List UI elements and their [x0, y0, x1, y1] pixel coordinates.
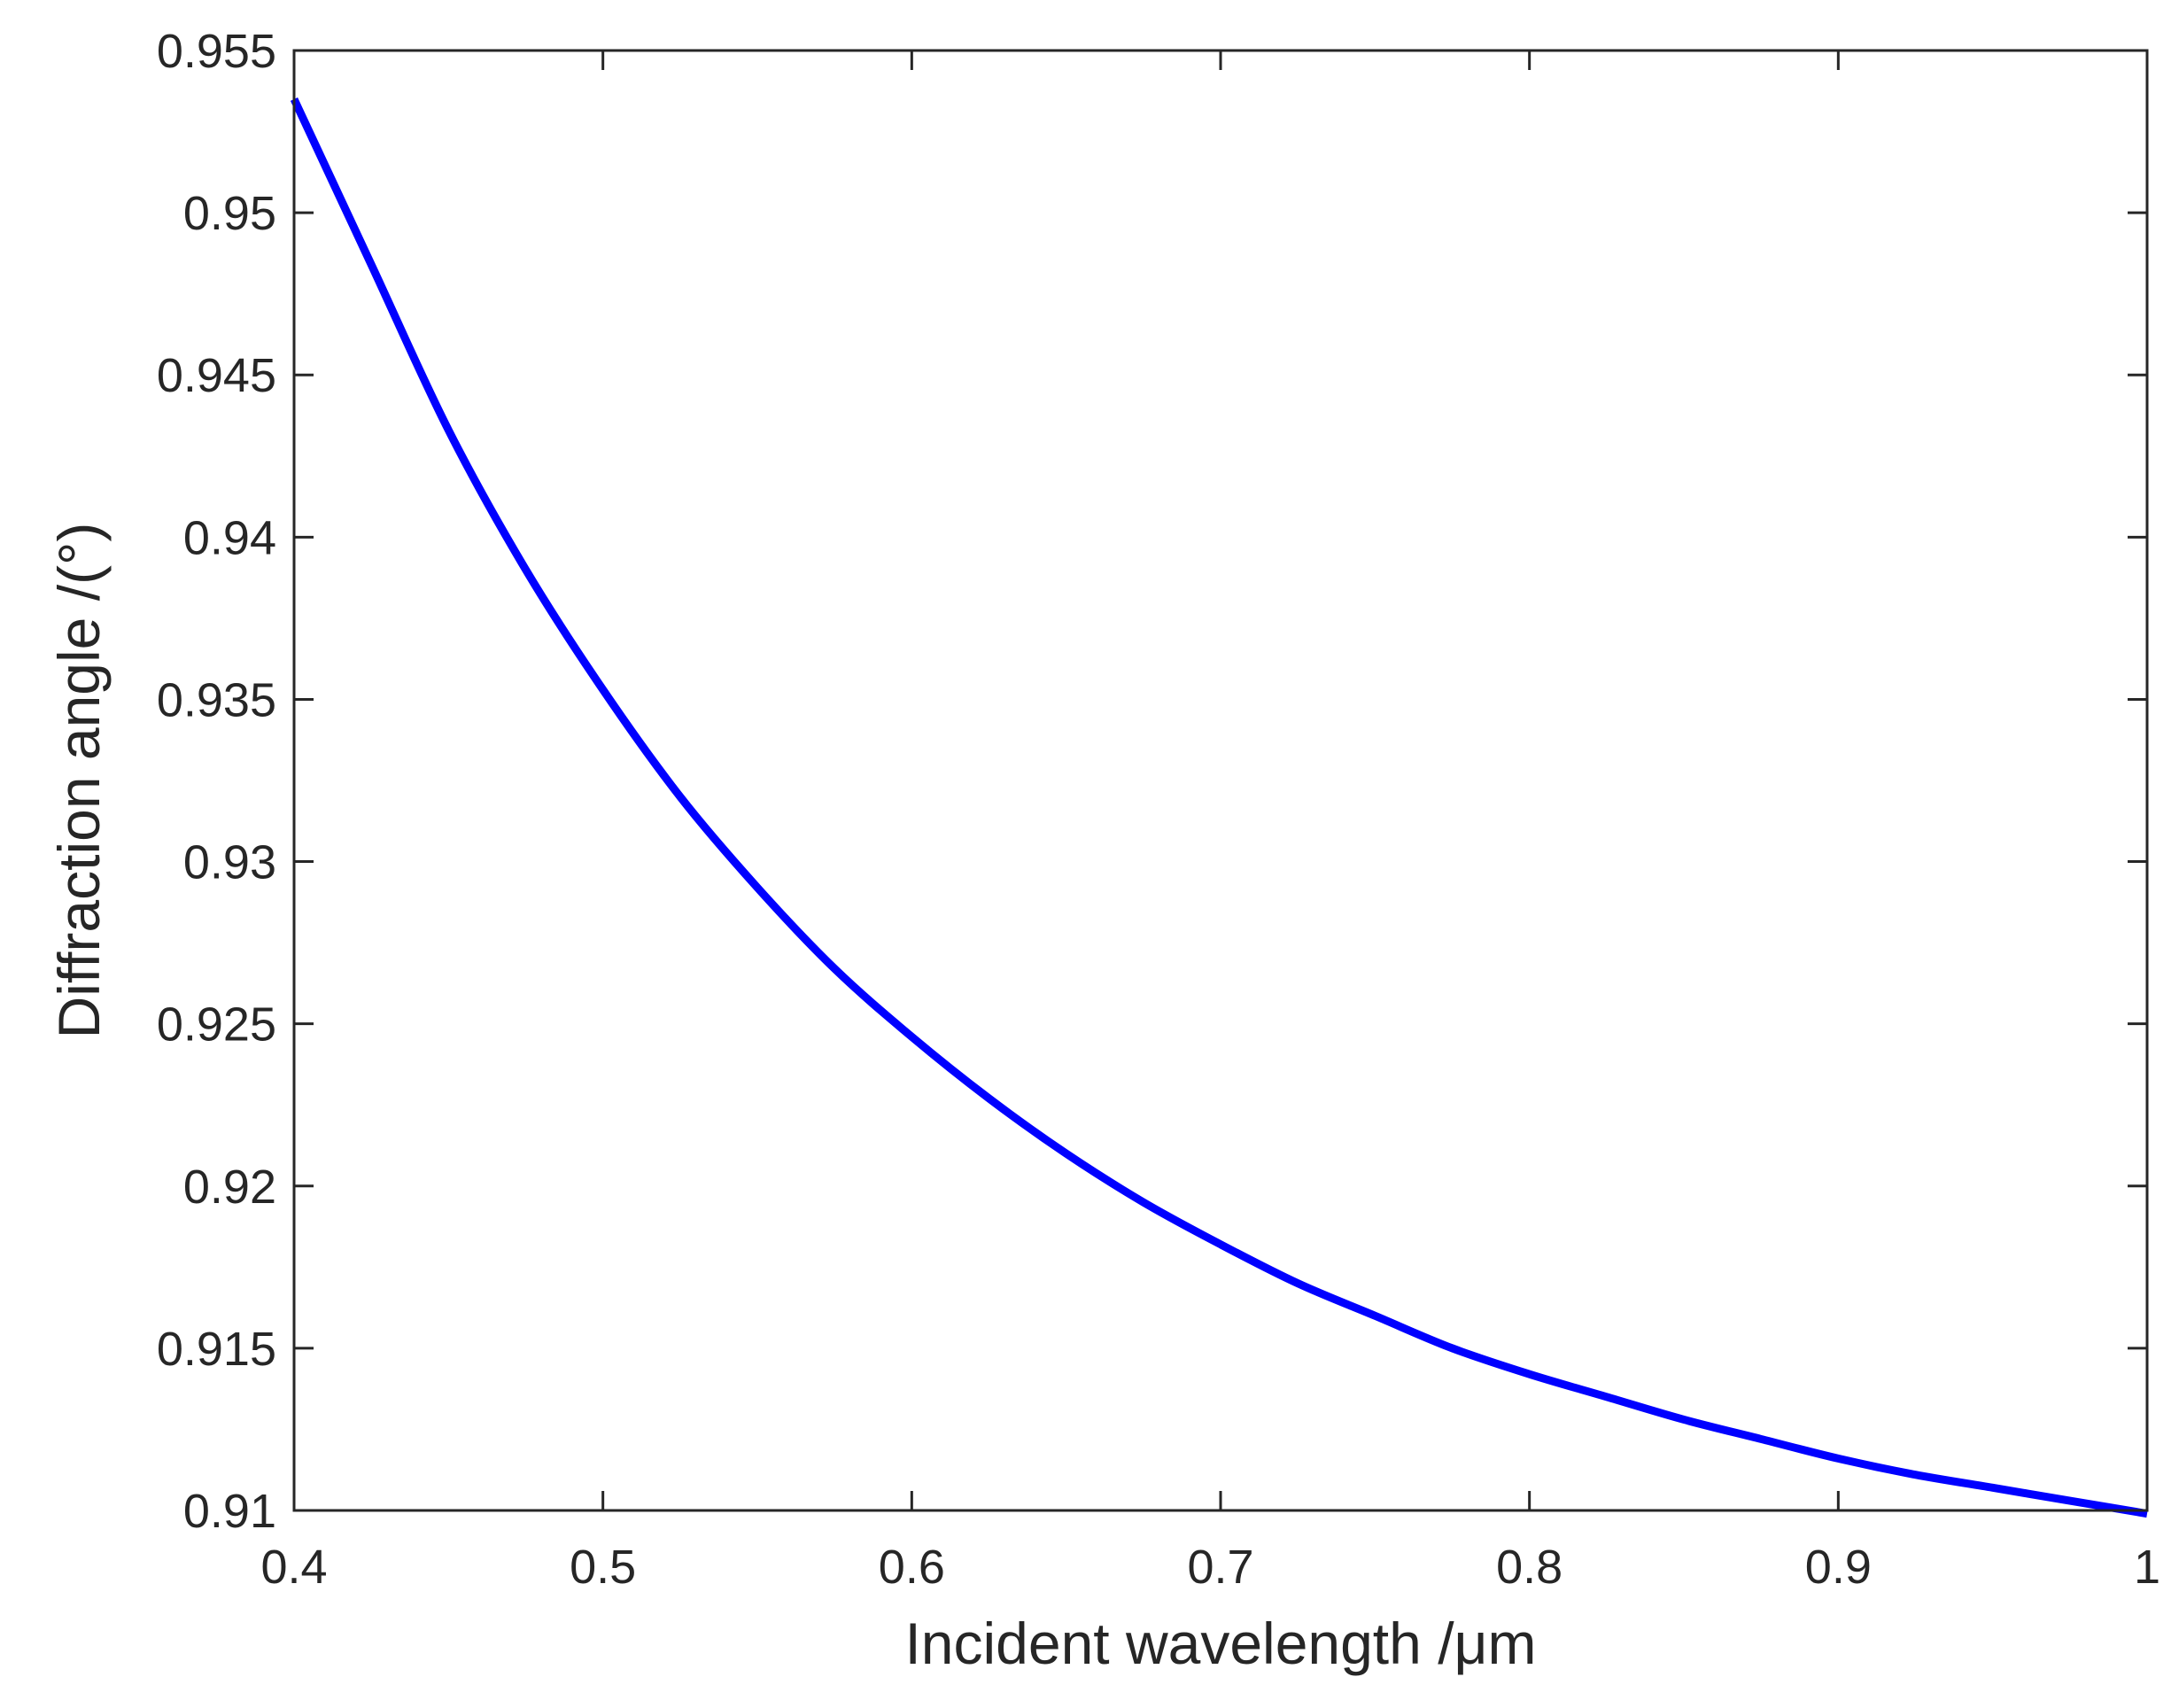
y-tick-label: 0.91 [183, 1485, 276, 1538]
x-tick-label: 1 [2134, 1541, 2160, 1594]
y-tick-label: 0.95 [183, 187, 276, 240]
x-tick-label: 0.5 [570, 1541, 636, 1594]
y-tick-label: 0.955 [157, 25, 276, 78]
x-tick-label: 0.6 [879, 1541, 945, 1594]
y-tick-label: 0.935 [157, 673, 276, 726]
y-tick-label: 0.945 [157, 349, 276, 402]
x-tick-label: 0.8 [1496, 1541, 1563, 1594]
y-tick-label: 0.93 [183, 836, 276, 889]
x-tick-label: 0.7 [1187, 1541, 1253, 1594]
series-layer [290, 97, 2148, 1518]
series-line-0 [290, 97, 2148, 1518]
x-tick-label: 0.4 [260, 1541, 327, 1594]
y-axis-title: Diffraction angle /(°) [46, 523, 112, 1039]
x-axis-title: Incident wavelength /μm [904, 1611, 1536, 1676]
y-tick-label: 0.915 [157, 1323, 276, 1376]
y-tick-label: 0.925 [157, 998, 276, 1052]
y-tick-label: 0.92 [183, 1161, 276, 1214]
x-tick-label: 0.9 [1805, 1541, 1872, 1594]
axes-box [292, 49, 2149, 1512]
ticks-layer: 0.4 0.5 0.6 0.7 0.8 0.9 10.910.9150.920.9250.9… [157, 25, 2160, 1594]
y-tick-label: 0.94 [183, 511, 276, 564]
